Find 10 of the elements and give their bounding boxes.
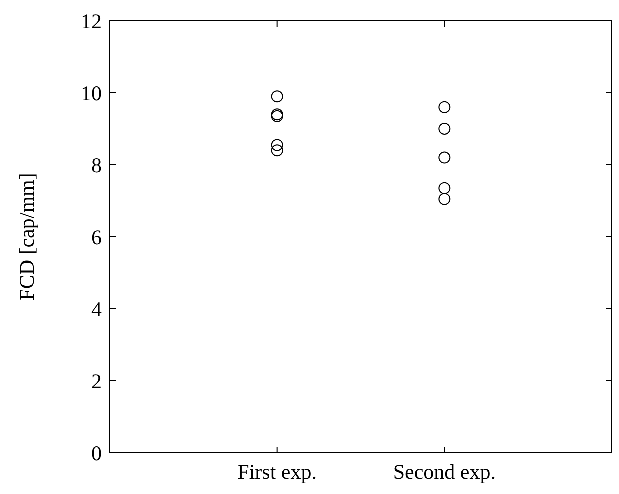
y-tick-label: 4	[92, 297, 102, 322]
y-tick-label: 0	[92, 441, 102, 466]
y-tick-label: 2	[92, 369, 102, 394]
y-tick-label: 8	[92, 153, 102, 178]
y-tick-label: 6	[92, 225, 102, 250]
y-axis-title: FCD [cap/mm]	[15, 173, 39, 301]
y-tick-label: 12	[81, 9, 102, 34]
x-tick-label: Second exp.	[393, 460, 496, 484]
y-tick-label: 10	[81, 81, 102, 106]
x-tick-label: First exp.	[238, 460, 318, 484]
